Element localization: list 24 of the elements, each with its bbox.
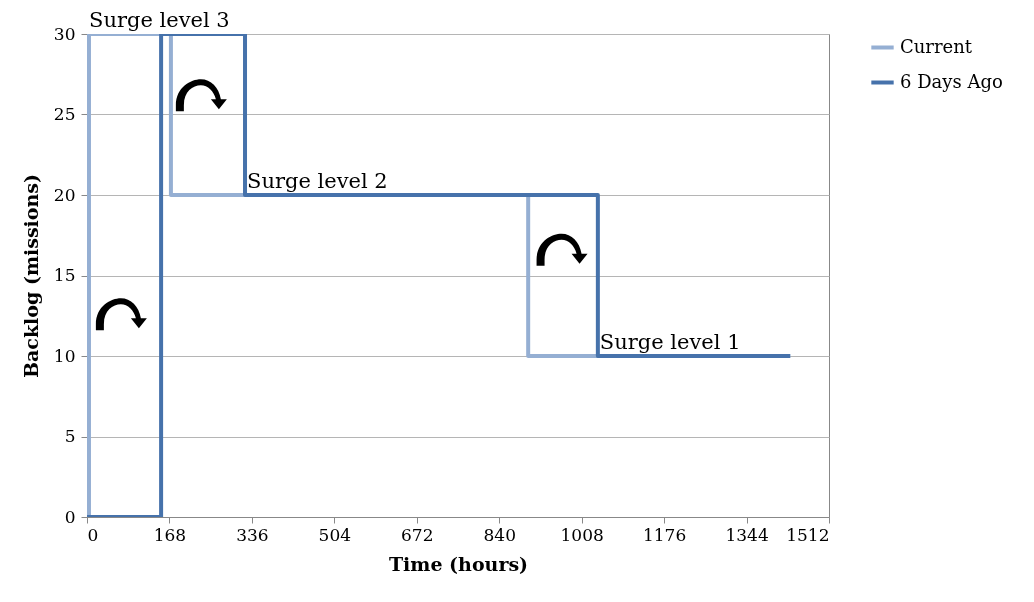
y-tick-label: 5 [64,426,76,446]
x-tick-label: 168 [153,524,187,545]
x-tick-label: 1512 [786,524,830,545]
x-tick-label: 1176 [642,524,687,545]
x-tick-label: 1344 [725,524,769,545]
y-tick-label: 20 [53,184,76,205]
x-tick-label: 336 [236,524,269,545]
y-tick-label: 0 [64,506,76,527]
y-axis-title: Backlog (missions) [19,174,42,378]
y-tick-label: 10 [53,345,76,366]
x-tick-label: 504 [318,524,352,545]
annotation: Surge level 1 [599,330,741,354]
x-tick-label: 0 [87,524,99,545]
legend-label: 6 Days Ago [900,70,1003,92]
x-tick-label: 840 [483,524,516,545]
y-tick-label: 25 [53,104,76,124]
annotation: Surge level 3 [89,8,230,32]
x-axis-title: Time (hours) [388,552,529,575]
y-tick-label: 30 [53,23,76,44]
annotation: Surge level 2 [247,169,388,193]
x-tick-label: 1008 [560,524,604,545]
legend-label: Current [900,35,973,57]
x-tick-label: 672 [401,524,434,545]
y-tick-label: 15 [53,265,76,285]
